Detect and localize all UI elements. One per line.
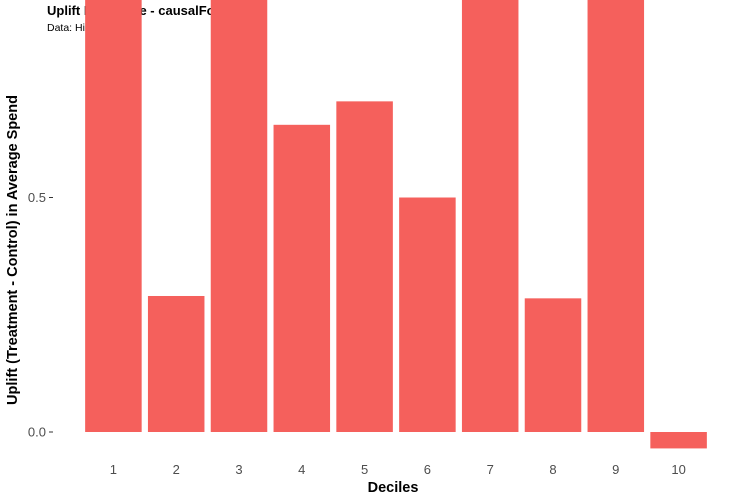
- bar-decile-9: [587, 0, 645, 433]
- bar-decile-3: [210, 0, 268, 432]
- bar-decile-10: [650, 432, 707, 449]
- bar-decile-1: [85, 0, 142, 432]
- y-axis-title: Uplift (Treatment - Control) in Average …: [5, 95, 21, 405]
- x-tick-label: 6: [424, 462, 431, 477]
- bar-decile-8: [524, 298, 582, 432]
- x-tick-label: 8: [549, 462, 556, 477]
- y-axis-ticks: 0.00.51.01.5: [28, 190, 53, 440]
- x-tick-label: 9: [612, 462, 619, 477]
- x-axis-title: Deciles: [368, 480, 419, 496]
- x-tick-label: 10: [671, 462, 685, 477]
- bar-decile-5: [336, 101, 393, 433]
- x-axis-ticks: 1 2 3 4 5 6 7 8 9 10: [110, 462, 686, 477]
- x-tick-label: 1: [110, 462, 117, 477]
- bars-group: [85, 0, 707, 449]
- x-tick-label: 7: [487, 462, 494, 477]
- y-tick-label: 0.0: [28, 425, 46, 440]
- bar-decile-7: [461, 0, 519, 432]
- x-tick-label: 3: [235, 462, 242, 477]
- bar-decile-2: [147, 295, 205, 432]
- bar-decile-4: [273, 124, 331, 432]
- y-tick-label: 0.5: [28, 190, 46, 205]
- x-tick-label: 2: [173, 462, 180, 477]
- x-tick-label: 4: [298, 462, 305, 477]
- bar-decile-6: [399, 197, 456, 432]
- x-tick-label: 5: [361, 462, 368, 477]
